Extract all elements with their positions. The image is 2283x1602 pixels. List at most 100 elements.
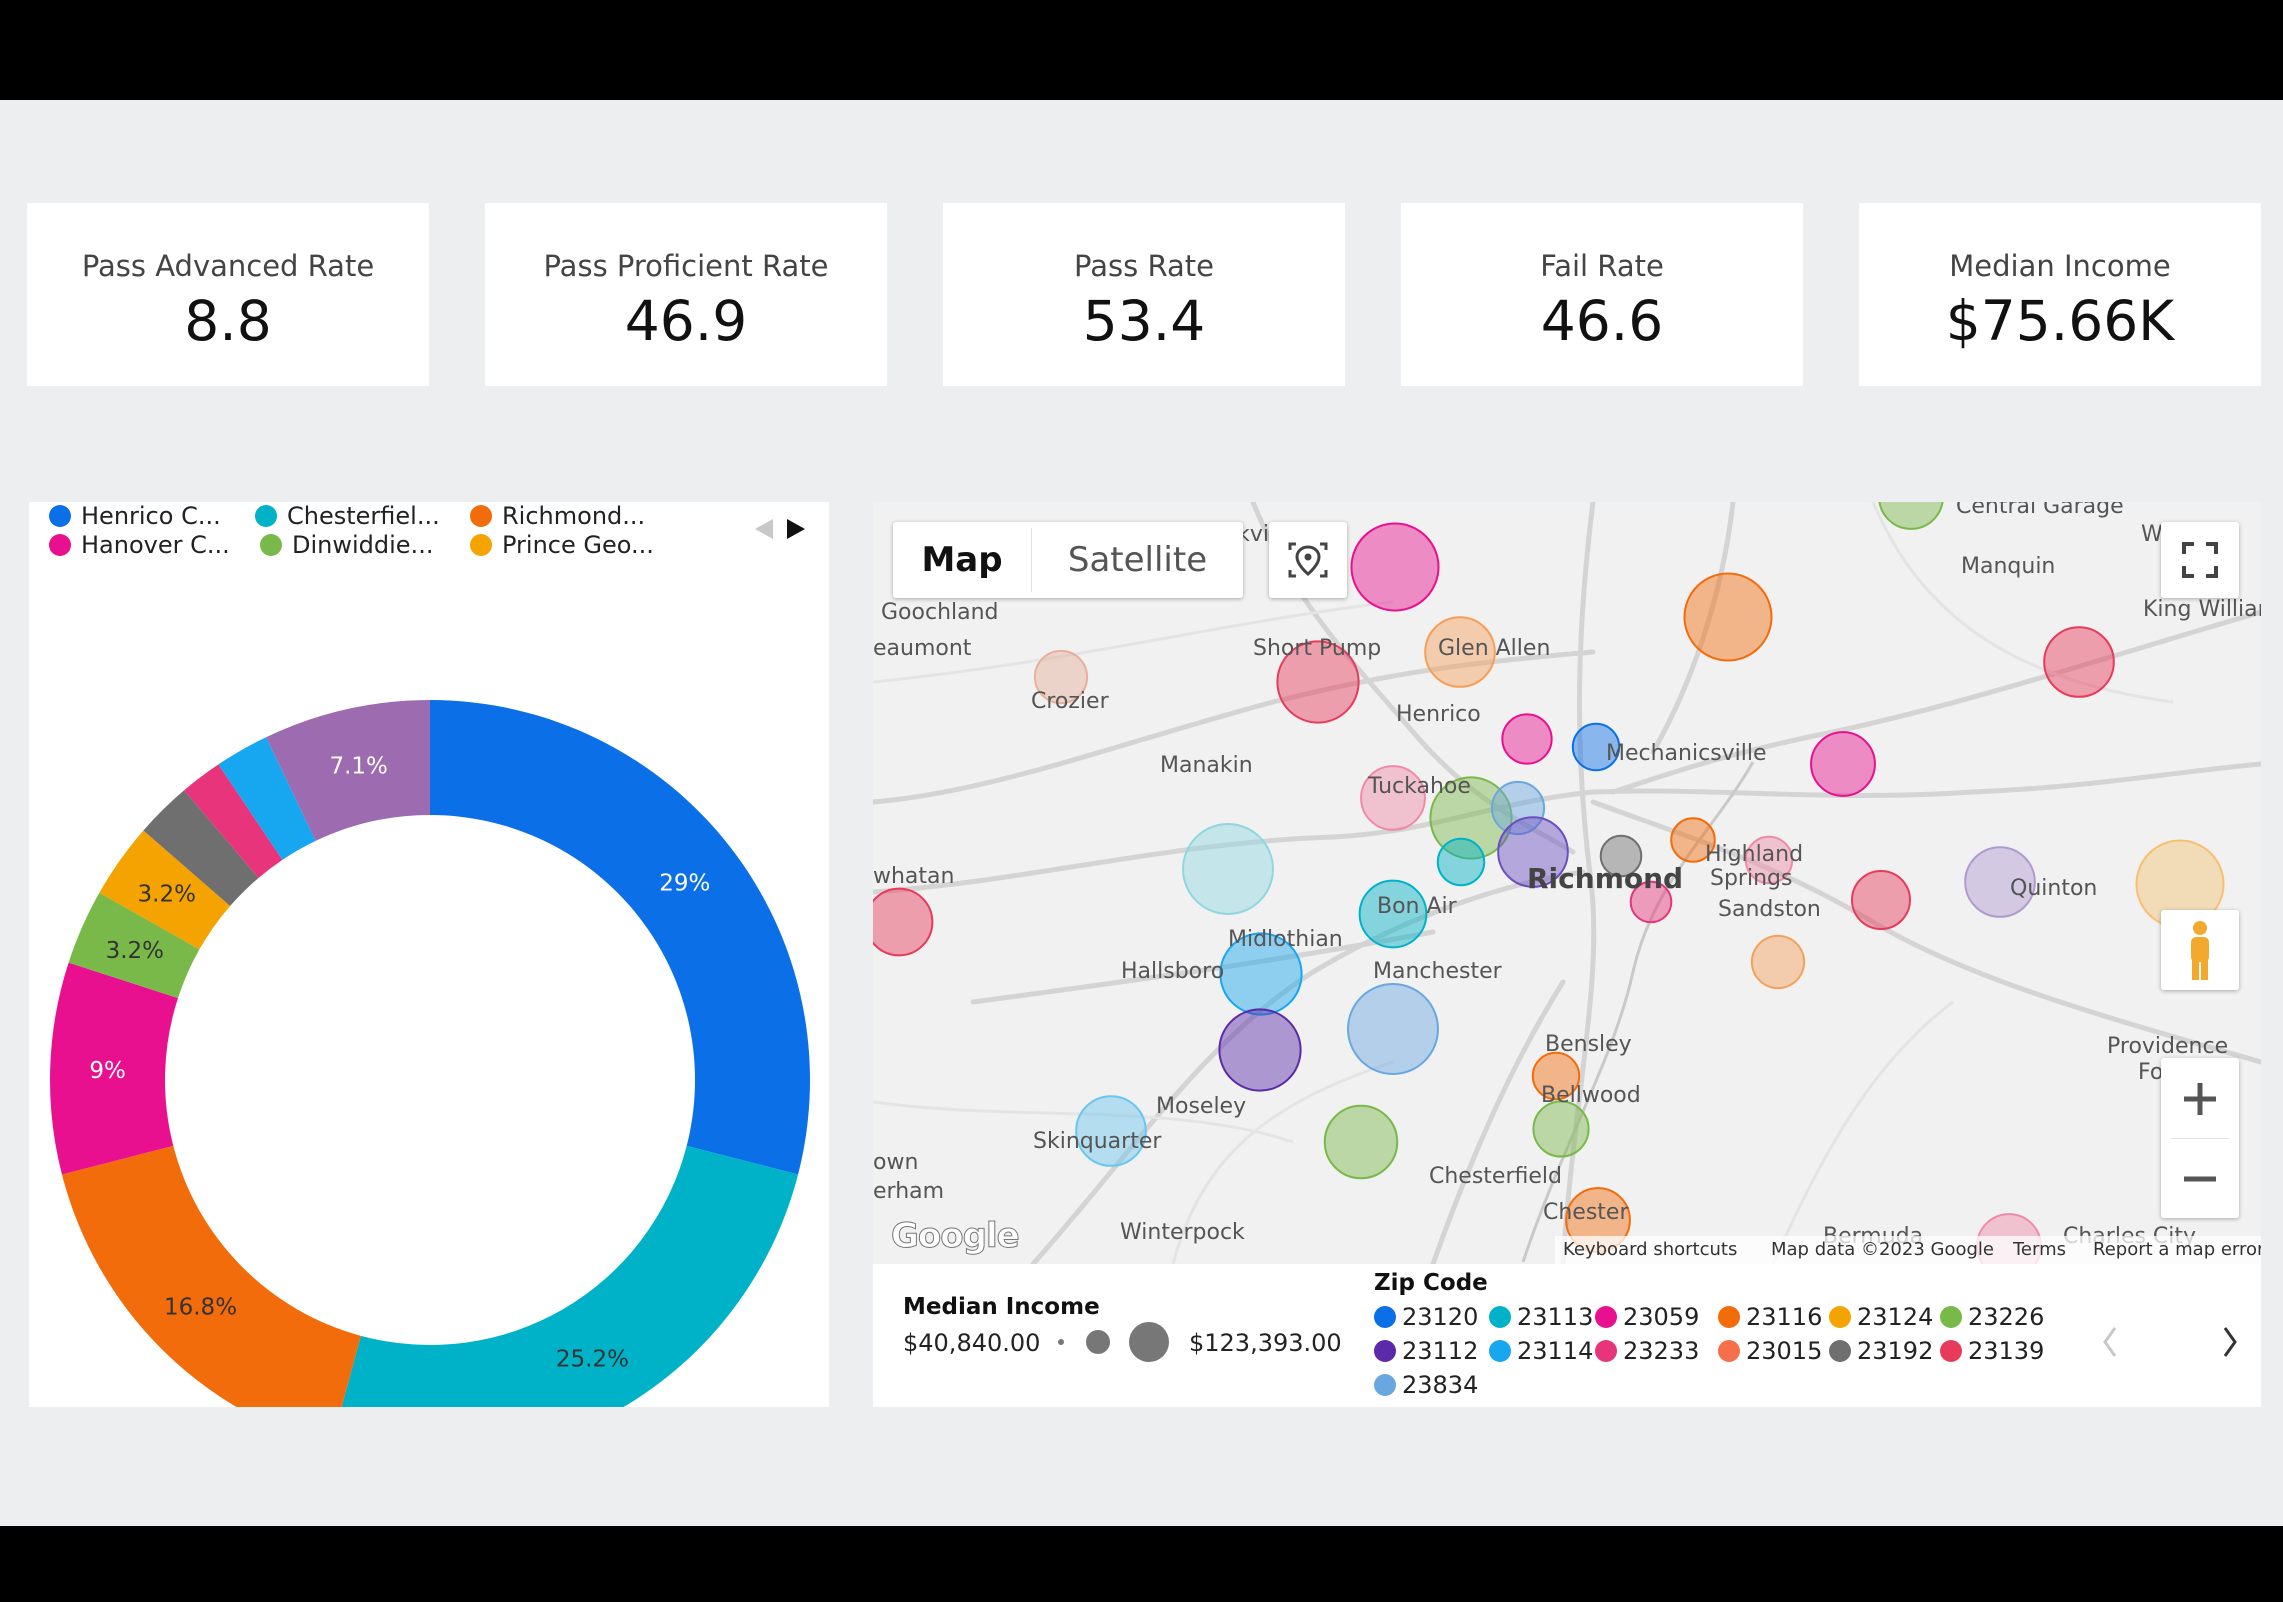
zip-legend-item[interactable]: 23116 [1718,1303,1822,1331]
map-place-label: Providence [2107,1034,2229,1059]
zip-legend-label: 23059 [1623,1303,1700,1331]
zip-legend-next-icon[interactable] [2223,1327,2237,1357]
zip-legend-item[interactable]: 23114 [1489,1337,1593,1365]
legend-next-arrow-icon[interactable] [787,519,805,539]
legend-swatch [470,505,492,527]
zip-bubble[interactable] [1964,846,2036,918]
zip-legend-item[interactable]: 23124 [1829,1303,1933,1331]
zip-legend-item[interactable]: 23015 [1718,1337,1822,1365]
zip-legend-item[interactable]: 23233 [1595,1337,1699,1365]
terms-link[interactable]: Terms [2013,1239,2067,1260]
donut-slice[interactable] [99,830,231,950]
zip-bubble[interactable] [1683,572,1773,662]
plus-icon [2184,1083,2216,1115]
zip-legend-pager [2103,1327,2237,1357]
zip-legend-swatch [1829,1306,1851,1328]
zip-bubble[interactable] [1323,1104,1399,1180]
legend-item[interactable]: Chesterfiel... [255,502,440,530]
zip-bubble[interactable] [1851,870,1911,930]
bubble-map[interactable]: Goochland eaumont Crozier Short Pump Gle… [873,502,2261,1264]
zip-bubble[interactable] [1219,932,1303,1016]
zip-bubble[interactable] [1571,722,1621,772]
zip-legend-item[interactable]: 23834 [1374,1371,1478,1399]
donut-slice[interactable] [218,737,316,860]
keyboard-shortcuts-link[interactable]: Keyboard shortcuts [1563,1239,1738,1260]
street-view-button[interactable] [2161,910,2239,990]
legend-item[interactable]: Henrico C... [49,502,221,530]
donut-slice[interactable] [143,790,259,907]
zip-bubble[interactable] [1350,522,1440,612]
zip-bubble[interactable] [1497,816,1569,888]
zip-legend-item[interactable]: 23112 [1374,1337,1478,1365]
zip-bubble[interactable] [1033,649,1089,705]
donut-slice[interactable] [50,962,178,1175]
map-place-label: W [2141,522,2163,547]
zip-bubble[interactable] [1424,616,1496,688]
zip-bubble[interactable] [1670,817,1716,863]
legend-prev-arrow-icon[interactable] [755,519,773,539]
zip-bubble[interactable] [1531,1051,1581,1101]
zip-bubble[interactable] [1490,780,1546,836]
zip-bubble[interactable] [1629,880,1673,924]
zip-legend-label: 23114 [1517,1337,1594,1365]
donut-slice-label: 7.1% [329,753,387,779]
zip-legend-item[interactable]: 23192 [1829,1337,1933,1365]
map-place-label: Bon Air [1377,894,1457,919]
donut-slice[interactable] [430,700,810,1175]
zip-bubble[interactable] [1429,776,1513,860]
legend-item[interactable]: Dinwiddie... [260,531,433,559]
zip-bubble[interactable] [1532,1100,1590,1158]
zip-legend-item[interactable]: 23120 [1374,1303,1478,1331]
zip-bubble[interactable] [1501,713,1553,765]
donut-slice[interactable] [266,700,430,841]
zip-bubble[interactable] [1276,640,1360,724]
map-place-label: Manakin [1160,753,1253,778]
kpi-card-median-income: Median Income $75.66K [1859,203,2261,386]
zip-legend-item[interactable]: 23113 [1489,1303,1593,1331]
zip-bubble[interactable] [1347,983,1439,1075]
income-size-large-dot [1129,1322,1169,1362]
donut-slice-label: 29% [659,870,710,896]
zip-bubble[interactable] [1436,837,1486,887]
zip-legend-swatch [1595,1340,1617,1362]
map-type-map-button[interactable]: Map [921,540,1003,580]
income-legend-max: $123,393.00 [1189,1329,1342,1357]
report-map-error-link[interactable]: Report a map error [2093,1239,2261,1260]
zip-bubble[interactable] [1878,502,1944,530]
legend-item[interactable]: Hanover C... [49,531,230,559]
income-size-medium-dot [1086,1330,1110,1354]
zip-bubble[interactable] [1358,879,1428,949]
zip-legend-prev-icon[interactable] [2103,1327,2117,1357]
fullscreen-button[interactable] [2161,522,2239,598]
zip-bubble[interactable] [1599,834,1643,878]
map-place-label: Chester [1543,1200,1629,1225]
zip-bubble[interactable] [873,887,934,957]
donut-slice[interactable] [61,1145,361,1407]
zip-bubble[interactable] [1810,731,1876,797]
zip-bubble[interactable] [1075,1095,1147,1167]
legend-item[interactable]: Prince Geo... [470,531,654,559]
zip-legend-item[interactable]: 23059 [1595,1303,1699,1331]
zip-legend-item[interactable]: 23226 [1940,1303,2044,1331]
locate-button[interactable] [1269,522,1347,598]
zip-bubble[interactable] [1218,1008,1302,1092]
zip-bubble[interactable] [2043,626,2115,698]
zip-legend-item[interactable]: 23139 [1940,1337,2044,1365]
legend-item[interactable]: Richmond... [470,502,645,530]
map-type-satellite-button[interactable]: Satellite [1067,540,1208,580]
donut-slice-label: 9% [89,1058,126,1084]
donut-slice[interactable] [331,1145,799,1407]
legend-label: Hanover C... [81,531,230,559]
zoom-in-button[interactable] [2161,1058,2239,1138]
zip-bubble[interactable] [1182,823,1274,915]
zip-bubble[interactable] [1744,835,1794,885]
zip-bubble[interactable] [1750,934,1806,990]
donut-slice[interactable] [68,892,200,999]
zip-legend-swatch [1374,1306,1396,1328]
zip-bubble[interactable] [1360,765,1426,831]
zip-legend-swatch [1489,1340,1511,1362]
zoom-divider [2171,1138,2229,1139]
legend-label: Dinwiddie... [292,531,434,559]
zoom-out-button[interactable] [2161,1139,2239,1218]
donut-slice[interactable] [184,764,283,878]
